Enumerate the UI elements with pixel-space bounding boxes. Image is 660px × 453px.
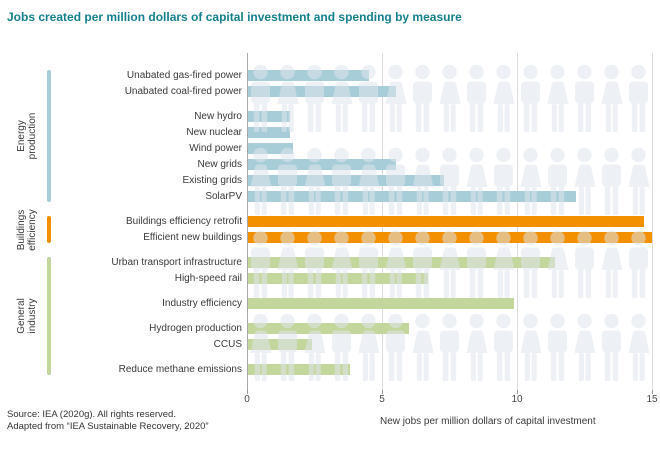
x-tick xyxy=(517,390,518,394)
group-indicator-line xyxy=(47,257,51,375)
person-silhouette-icon xyxy=(628,313,650,381)
person-silhouette-icon xyxy=(548,313,567,381)
source-line-2: Adapted from “IEA Sustainable Recovery, … xyxy=(7,421,209,432)
category-label: New nuclear xyxy=(186,127,242,138)
person-silhouette-icon xyxy=(385,64,407,132)
category-label: Urban transport infrastructure xyxy=(111,257,242,268)
category-label: New grids xyxy=(197,159,242,170)
category-label: Existing grids xyxy=(182,175,242,186)
category-label: SolarPV xyxy=(205,191,242,202)
person-silhouette-icon xyxy=(520,147,542,215)
person-silhouette-icon xyxy=(547,64,569,132)
category-label: CCUS xyxy=(213,339,242,350)
category-label: Reduce methane emissions xyxy=(118,364,242,375)
category-label: Buildings efficiency retrofit xyxy=(126,216,242,227)
category-label: Wind power xyxy=(189,143,242,154)
bar xyxy=(247,86,396,97)
person-silhouette-icon xyxy=(493,64,515,132)
person-silhouette-icon xyxy=(521,64,540,132)
category-label: Industry efficiency xyxy=(162,298,242,309)
person-silhouette-icon xyxy=(439,64,461,132)
person-silhouette-icon xyxy=(575,64,594,132)
bar xyxy=(247,216,644,227)
bar xyxy=(247,339,312,350)
person-silhouette-icon xyxy=(494,313,513,381)
group-label: Buildings efficiency xyxy=(16,208,38,251)
x-tick xyxy=(247,390,248,394)
group-indicator-line xyxy=(47,216,51,243)
category-label: Hydrogen production xyxy=(149,323,242,334)
person-silhouette-icon xyxy=(574,313,596,381)
group-indicator-line xyxy=(47,70,51,202)
person-silhouette-icon xyxy=(520,313,542,381)
x-tick-label: 15 xyxy=(646,394,658,405)
bar xyxy=(247,364,350,375)
bar xyxy=(247,159,396,170)
category-label: New hydro xyxy=(194,111,242,122)
person-silhouette-icon xyxy=(628,147,650,215)
person-silhouette-icon xyxy=(413,64,432,132)
person-silhouette-icon xyxy=(574,147,596,215)
source-line-1: Source: IEA (2020g). All rights reserved… xyxy=(7,409,176,420)
bar xyxy=(247,70,369,81)
person-silhouette-icon xyxy=(629,64,648,132)
person-silhouette-icon xyxy=(601,64,623,132)
bar xyxy=(247,257,555,268)
gridline xyxy=(652,53,653,390)
source-note: Source: IEA (2020g). All rights reserved… xyxy=(7,409,209,433)
person-silhouette-icon xyxy=(467,64,486,132)
bar xyxy=(247,111,291,122)
bar xyxy=(247,232,652,243)
bar xyxy=(247,127,291,138)
x-axis-title: New jobs per million dollars of capital … xyxy=(380,416,596,427)
category-label: High-speed rail xyxy=(174,273,242,284)
bar xyxy=(247,191,577,202)
bar xyxy=(247,143,293,154)
person-silhouette-icon xyxy=(602,147,621,215)
x-tick xyxy=(652,390,653,394)
person-silhouette-icon xyxy=(494,147,513,215)
bar xyxy=(247,175,445,186)
bar xyxy=(247,273,428,284)
person-silhouette-icon xyxy=(440,313,459,381)
person-silhouette-icon xyxy=(412,313,434,381)
group-label: General industry xyxy=(16,298,38,334)
x-tick-label: 5 xyxy=(379,394,385,405)
zero-axis-line xyxy=(247,53,248,390)
x-tick-label: 0 xyxy=(244,394,250,405)
chart-title: Jobs created per million dollars of capi… xyxy=(7,10,462,24)
x-tick-label: 10 xyxy=(511,394,523,405)
person-silhouette-icon xyxy=(602,313,621,381)
person-silhouette-icon xyxy=(548,147,567,215)
bar xyxy=(247,298,515,309)
category-label: Unabated gas-fired power xyxy=(126,70,242,81)
x-tick xyxy=(382,390,383,394)
category-label: Unabated coal-fired power xyxy=(124,86,242,97)
person-silhouette-icon xyxy=(466,313,488,381)
person-silhouette-icon xyxy=(466,147,488,215)
bar xyxy=(247,323,409,334)
group-label: Energy production xyxy=(16,112,38,160)
category-label: Efficient new buildings xyxy=(143,232,242,243)
